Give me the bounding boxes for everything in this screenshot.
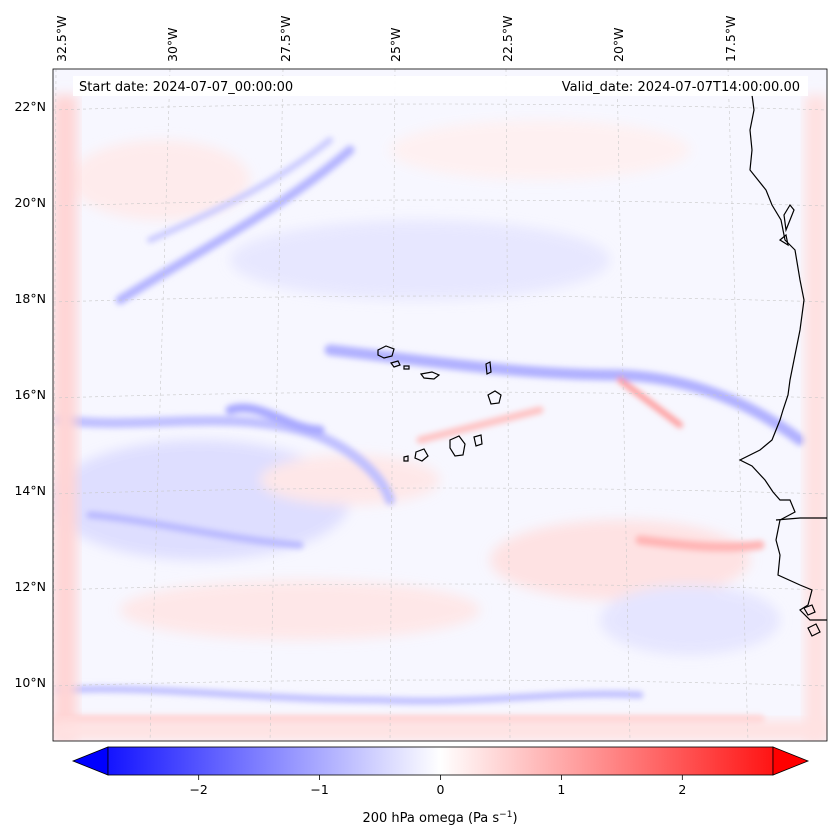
cape-verde-islands [377,345,502,462]
lat-label: 12°N [14,579,46,594]
lon-label: 32.5°W [54,16,69,62]
lat-label: 22°N [14,99,46,114]
colorbar-extend-min [71,746,109,776]
longitude-labels: 32.5°W 30°W 27.5°W 25°W 22.5°W 20°W 17.5… [54,16,738,62]
colorbar-tick-label: −1 [310,782,328,797]
colorbar-tick-label: 1 [557,782,565,797]
lon-label: 22.5°W [500,16,515,62]
lat-label: 10°N [14,675,46,690]
lat-label: 20°N [14,195,46,210]
lat-label: 18°N [14,291,46,306]
colorbar-extend-max [772,746,810,776]
colorbar-tick-label: −2 [189,782,207,797]
omega-field [53,95,827,741]
colorbar-ramp [107,746,774,776]
colorbar-ticks: −2 −1 0 1 2 [189,775,686,797]
info-strip [73,76,808,96]
latitude-labels: 22°N 20°N 18°N 16°N 14°N 12°N 10°N [14,99,46,690]
lon-label: 25°W [388,27,403,62]
colorbar-tick-label: 2 [678,782,686,797]
lat-label: 14°N [14,483,46,498]
map-panel: Start date: 2024-07-07_00:00:00 Valid_da… [52,68,828,742]
west-africa-coastline [738,94,827,637]
valid-date-label: Valid_date: 2024-07-07T14:00:00.00 [562,80,800,95]
start-date-label: Start date: 2024-07-07_00:00:00 [79,80,293,95]
lat-label: 16°N [14,387,46,402]
colorbar-tick-label: 0 [437,782,445,797]
lon-label: 27.5°W [278,16,293,62]
lon-label: 17.5°W [723,16,738,62]
map-frame [52,68,828,742]
colorbar: −2 −1 0 1 2 200 hPa omega (Pa s−1) [71,746,810,826]
lon-label: 30°W [165,27,180,62]
lon-label: 20°W [611,27,626,62]
graticule [53,69,827,741]
colorbar-title: 200 hPa omega (Pa s−1) [362,810,517,826]
